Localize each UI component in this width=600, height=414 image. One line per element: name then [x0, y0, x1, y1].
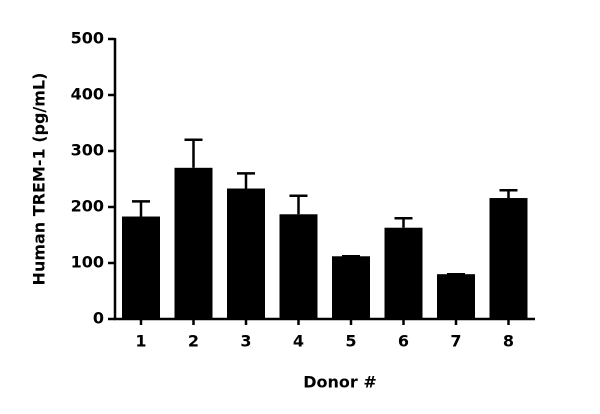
- bar: [279, 214, 318, 319]
- x-tick-label: 2: [188, 332, 199, 351]
- y-tick-label: 500: [71, 29, 104, 48]
- bar: [489, 198, 528, 319]
- x-axis-label: Donor #: [303, 373, 377, 392]
- bar: [122, 216, 160, 319]
- y-tick-label: 200: [71, 197, 104, 216]
- x-tick-label: 5: [345, 332, 356, 351]
- bar: [227, 188, 265, 319]
- x-tick-label: 3: [240, 332, 251, 351]
- x-tick-label: 1: [135, 332, 146, 351]
- x-tick-label: 7: [450, 332, 461, 351]
- bar: [174, 167, 213, 319]
- x-tick-label: 8: [503, 332, 514, 351]
- bar: [384, 227, 423, 319]
- bar: [437, 274, 475, 319]
- y-axis-label: Human TREM-1 (pg/mL): [30, 73, 49, 286]
- y-tick-label: 0: [93, 309, 104, 328]
- y-tick-label: 400: [71, 85, 104, 104]
- x-tick-label: 4: [293, 332, 304, 351]
- bar: [332, 256, 370, 319]
- y-tick-label: 100: [71, 253, 104, 272]
- x-tick-label: 6: [398, 332, 409, 351]
- y-tick-label: 300: [71, 141, 104, 160]
